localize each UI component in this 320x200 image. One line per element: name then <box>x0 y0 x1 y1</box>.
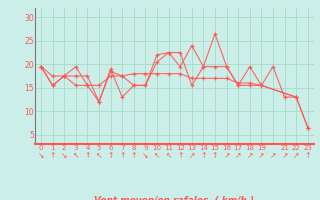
Text: ↗: ↗ <box>188 151 195 160</box>
Text: ↖: ↖ <box>73 151 79 160</box>
Text: ↑: ↑ <box>177 151 183 160</box>
Text: ↗: ↗ <box>270 151 276 160</box>
Text: ↗: ↗ <box>223 151 230 160</box>
Text: ↖: ↖ <box>96 151 102 160</box>
Text: ↑: ↑ <box>84 151 91 160</box>
Text: ↗: ↗ <box>258 151 265 160</box>
Text: ↗: ↗ <box>281 151 288 160</box>
Text: Vent moyen/en rafales  ( km/h ): Vent moyen/en rafales ( km/h ) <box>94 196 254 200</box>
Text: ↑: ↑ <box>212 151 218 160</box>
Text: ↗: ↗ <box>293 151 300 160</box>
Text: ↑: ↑ <box>108 151 114 160</box>
Text: ↘: ↘ <box>61 151 68 160</box>
Text: ↖: ↖ <box>165 151 172 160</box>
Text: ↑: ↑ <box>49 151 56 160</box>
Text: ↑: ↑ <box>119 151 125 160</box>
Text: ↑: ↑ <box>305 151 311 160</box>
Text: ↗: ↗ <box>247 151 253 160</box>
Text: ↑: ↑ <box>131 151 137 160</box>
Text: ↗: ↗ <box>235 151 241 160</box>
Text: ↘: ↘ <box>38 151 44 160</box>
Text: ↖: ↖ <box>154 151 160 160</box>
Text: ↘: ↘ <box>142 151 148 160</box>
Text: ↑: ↑ <box>200 151 207 160</box>
